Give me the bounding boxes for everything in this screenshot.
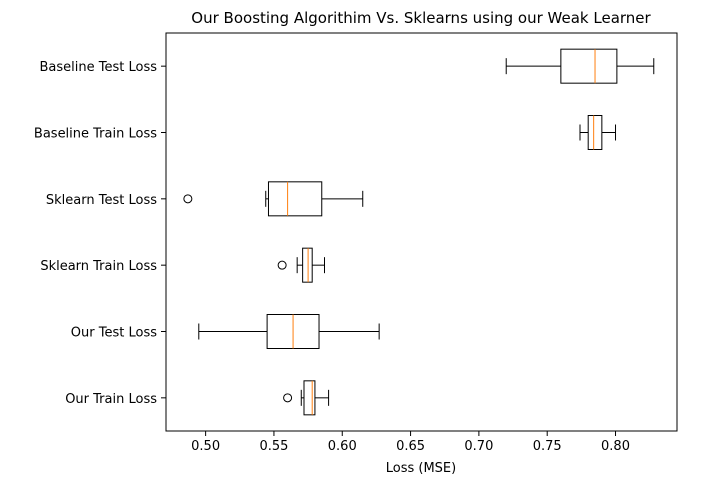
outlier-point xyxy=(277,260,287,270)
box-group xyxy=(283,380,330,416)
box-group xyxy=(198,314,380,349)
box-group xyxy=(277,247,325,283)
iqr-box xyxy=(587,115,603,150)
x-tick-label: 0.55 xyxy=(259,439,288,454)
x-tick-label: 0.60 xyxy=(328,439,357,454)
x-axis-label: Loss (MSE) xyxy=(386,461,456,476)
box-group xyxy=(183,181,364,217)
x-axis-ticks: 0.50 0.55 0.60 0.65 0.70 0.75 0.80 xyxy=(191,431,630,454)
box-group xyxy=(505,48,655,84)
x-tick-label: 0.65 xyxy=(396,439,425,454)
iqr-box xyxy=(302,247,313,283)
box-marks xyxy=(183,48,655,416)
outlier-point xyxy=(183,194,193,204)
y-tick-label: Baseline Test Loss xyxy=(40,60,158,75)
iqr-box xyxy=(267,181,323,217)
x-tick-label: 0.50 xyxy=(191,439,220,454)
iqr-box xyxy=(560,48,618,84)
box-group xyxy=(579,115,617,150)
chart-title: Our Boosting Algorithim Vs. Sklearns usi… xyxy=(191,9,651,27)
y-axis-ticks: Our Train Loss Our Test Loss Sklearn Train… xyxy=(34,60,166,407)
y-tick-label: Our Train Loss xyxy=(65,392,157,407)
outlier-point xyxy=(283,393,293,403)
y-tick-label: Sklearn Test Loss xyxy=(46,193,157,208)
y-tick-label: Baseline Train Loss xyxy=(34,127,157,142)
y-tick-label: Our Test Loss xyxy=(71,326,157,341)
y-tick-label: Sklearn Train Loss xyxy=(40,259,157,274)
iqr-box xyxy=(303,380,316,416)
plot-area-frame xyxy=(165,32,678,432)
x-tick-label: 0.80 xyxy=(601,439,630,454)
x-tick-label: 0.70 xyxy=(464,439,493,454)
x-tick-label: 0.75 xyxy=(533,439,562,454)
